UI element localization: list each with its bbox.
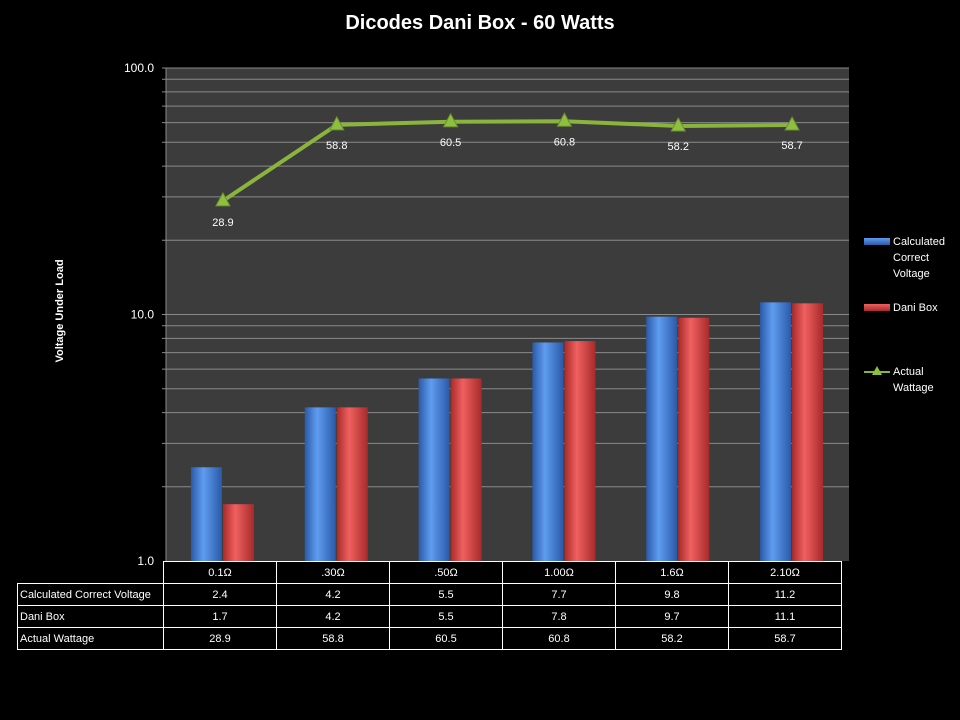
bar-calculated-voltage [418, 378, 450, 561]
bar-dani-box [564, 341, 596, 561]
table-row: Calculated Correct Voltage 2.4 4.2 5.5 7.7 9.… [17, 583, 842, 606]
table-cell: 9.7 [615, 605, 729, 628]
table-cell: 4.2 [276, 583, 390, 606]
bar-dani-box [222, 504, 254, 561]
marker-actual-wattage [784, 115, 800, 131]
legend-label: Dani Box [893, 302, 938, 314]
legend-line-triangle-icon [864, 366, 890, 375]
chart-title: Dicodes Dani Box - 60 Watts [345, 12, 615, 34]
table-row: Dani Box 1.7 4.2 5.5 7.8 9.7 11.1 [17, 605, 842, 628]
bar-calculated-voltage [304, 407, 336, 561]
table-corner [17, 561, 164, 584]
table-cell: 58.2 [615, 627, 729, 650]
row-header: Dani Box [17, 605, 164, 628]
category-label: 0.1Ω [163, 561, 277, 584]
table-cell: 7.8 [502, 605, 616, 628]
data-label-actual-wattage: 58.8 [326, 140, 347, 152]
bar-calculated-voltage [646, 316, 678, 561]
table-cell: 5.5 [389, 605, 503, 628]
legend-label: Actual Wattage [893, 366, 934, 394]
category-label: .50Ω [389, 561, 503, 584]
bar-calculated-voltage [532, 342, 564, 561]
marker-actual-wattage [442, 112, 459, 128]
y-tick-label: 10.0 [131, 308, 155, 322]
data-label-actual-wattage: 60.5 [440, 137, 461, 149]
table-cell: 1.7 [163, 605, 277, 628]
data-label-actual-wattage: 58.7 [781, 140, 802, 152]
bar-dani-box [678, 317, 710, 561]
legend-label: Calculated Correct Voltage [893, 236, 945, 280]
bar-dani-box [450, 378, 482, 561]
table-row: Actual Wattage 28.9 58.8 60.5 60.8 58.2 58.7 [17, 627, 842, 650]
line-actual-wattage [221, 119, 793, 203]
y-tick-label: 100.0 [124, 61, 154, 75]
marker-actual-wattage [670, 116, 687, 132]
data-label-actual-wattage: 58.2 [668, 141, 689, 153]
table-cell: 58.7 [728, 627, 842, 650]
category-label: 2.10Ω [728, 561, 842, 584]
row-header: Actual Wattage [17, 627, 164, 650]
table-cell: 9.8 [615, 583, 729, 606]
table-cell: 58.8 [276, 627, 390, 650]
bar-calculated-voltage [760, 302, 792, 561]
marker-actual-wattage [328, 115, 345, 131]
bar-dani-box [336, 407, 368, 561]
marker-actual-wattage [215, 191, 231, 207]
table-cell: 28.9 [163, 627, 277, 650]
bar-calculated-voltage [190, 467, 222, 561]
data-table: 0.1Ω .30Ω .50Ω 1.00Ω 1.6Ω 2.10Ω Calculated Cor… [17, 561, 842, 650]
row-header: Calculated Correct Voltage [17, 583, 164, 606]
bar-dani-box [792, 303, 824, 561]
table-cell: 11.2 [728, 583, 842, 606]
data-label-actual-wattage: 60.8 [554, 136, 575, 148]
category-label: 1.00Ω [502, 561, 616, 584]
table-cell: 60.5 [389, 627, 503, 650]
table-cell: 4.2 [276, 605, 390, 628]
data-label-actual-wattage: 28.9 [212, 217, 233, 229]
legend-swatch-icon [864, 238, 890, 245]
table-cell: 7.7 [502, 583, 616, 606]
category-label: .30Ω [276, 561, 390, 584]
category-label: 1.6Ω [615, 561, 729, 584]
table-cell: 5.5 [389, 583, 503, 606]
table-cell: 2.4 [163, 583, 277, 606]
legend-swatch-icon [864, 304, 890, 311]
marker-actual-wattage [556, 112, 573, 127]
table-cell: 60.8 [502, 627, 616, 650]
table-cell: 11.1 [728, 605, 842, 628]
